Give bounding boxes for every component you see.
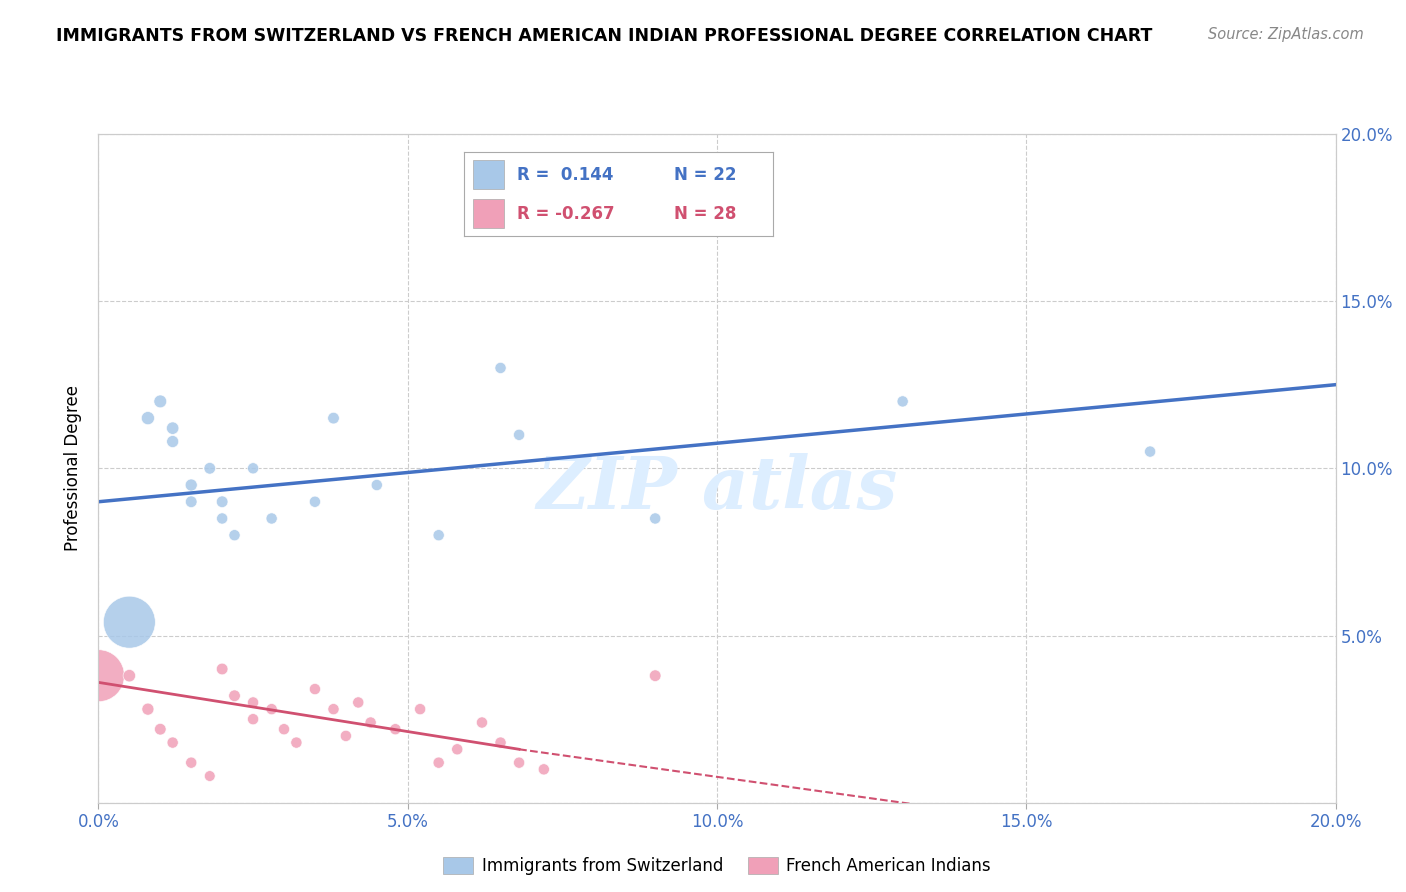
Point [198, 461, 221, 475]
Point [304, 494, 326, 508]
Point [149, 394, 172, 409]
Point [446, 742, 468, 756]
Point [162, 735, 184, 749]
Point [149, 723, 172, 737]
Text: N = 28: N = 28 [675, 204, 737, 222]
Text: ZIP atlas: ZIP atlas [537, 453, 897, 524]
Text: Source: ZipAtlas.com: Source: ZipAtlas.com [1208, 27, 1364, 42]
Point [347, 696, 370, 710]
Point [273, 723, 295, 737]
Point [136, 411, 159, 425]
Point [211, 511, 233, 525]
Point [211, 662, 233, 676]
Bar [474, 161, 505, 189]
Point [489, 735, 512, 749]
Text: R = -0.267: R = -0.267 [516, 204, 614, 222]
Point [260, 702, 283, 716]
Point [360, 715, 382, 730]
Point [136, 702, 159, 716]
Point [180, 756, 202, 770]
Point [322, 411, 344, 425]
Point [409, 702, 432, 716]
Point [242, 696, 264, 710]
Point [180, 494, 202, 508]
Point [180, 478, 202, 492]
Point [891, 394, 914, 409]
Point [87, 669, 110, 683]
Point [508, 428, 530, 442]
Point [322, 702, 344, 716]
Point [427, 756, 450, 770]
Point [118, 615, 141, 630]
Point [533, 762, 555, 776]
Point [304, 681, 326, 696]
Text: R =  0.144: R = 0.144 [516, 166, 613, 184]
Point [242, 712, 264, 726]
Point [644, 511, 666, 525]
Text: N = 22: N = 22 [675, 166, 737, 184]
Text: IMMIGRANTS FROM SWITZERLAND VS FRENCH AMERICAN INDIAN PROFESSIONAL DEGREE CORREL: IMMIGRANTS FROM SWITZERLAND VS FRENCH AM… [56, 27, 1153, 45]
Point [1139, 444, 1161, 458]
Point [118, 669, 141, 683]
Point [211, 494, 233, 508]
Point [224, 528, 246, 542]
Point [162, 434, 184, 449]
Point [427, 528, 450, 542]
Bar [474, 199, 505, 227]
Point [644, 669, 666, 683]
Point [260, 511, 283, 525]
Point [224, 689, 246, 703]
Y-axis label: Professional Degree: Professional Degree [65, 385, 83, 551]
Point [489, 361, 512, 376]
Point [471, 715, 494, 730]
Point [162, 421, 184, 435]
Point [384, 723, 406, 737]
Point [242, 461, 264, 475]
Point [285, 735, 308, 749]
Point [508, 756, 530, 770]
Point [198, 769, 221, 783]
Legend: Immigrants from Switzerland, French American Indians: Immigrants from Switzerland, French Amer… [436, 850, 998, 881]
Point [335, 729, 357, 743]
Point [366, 478, 388, 492]
